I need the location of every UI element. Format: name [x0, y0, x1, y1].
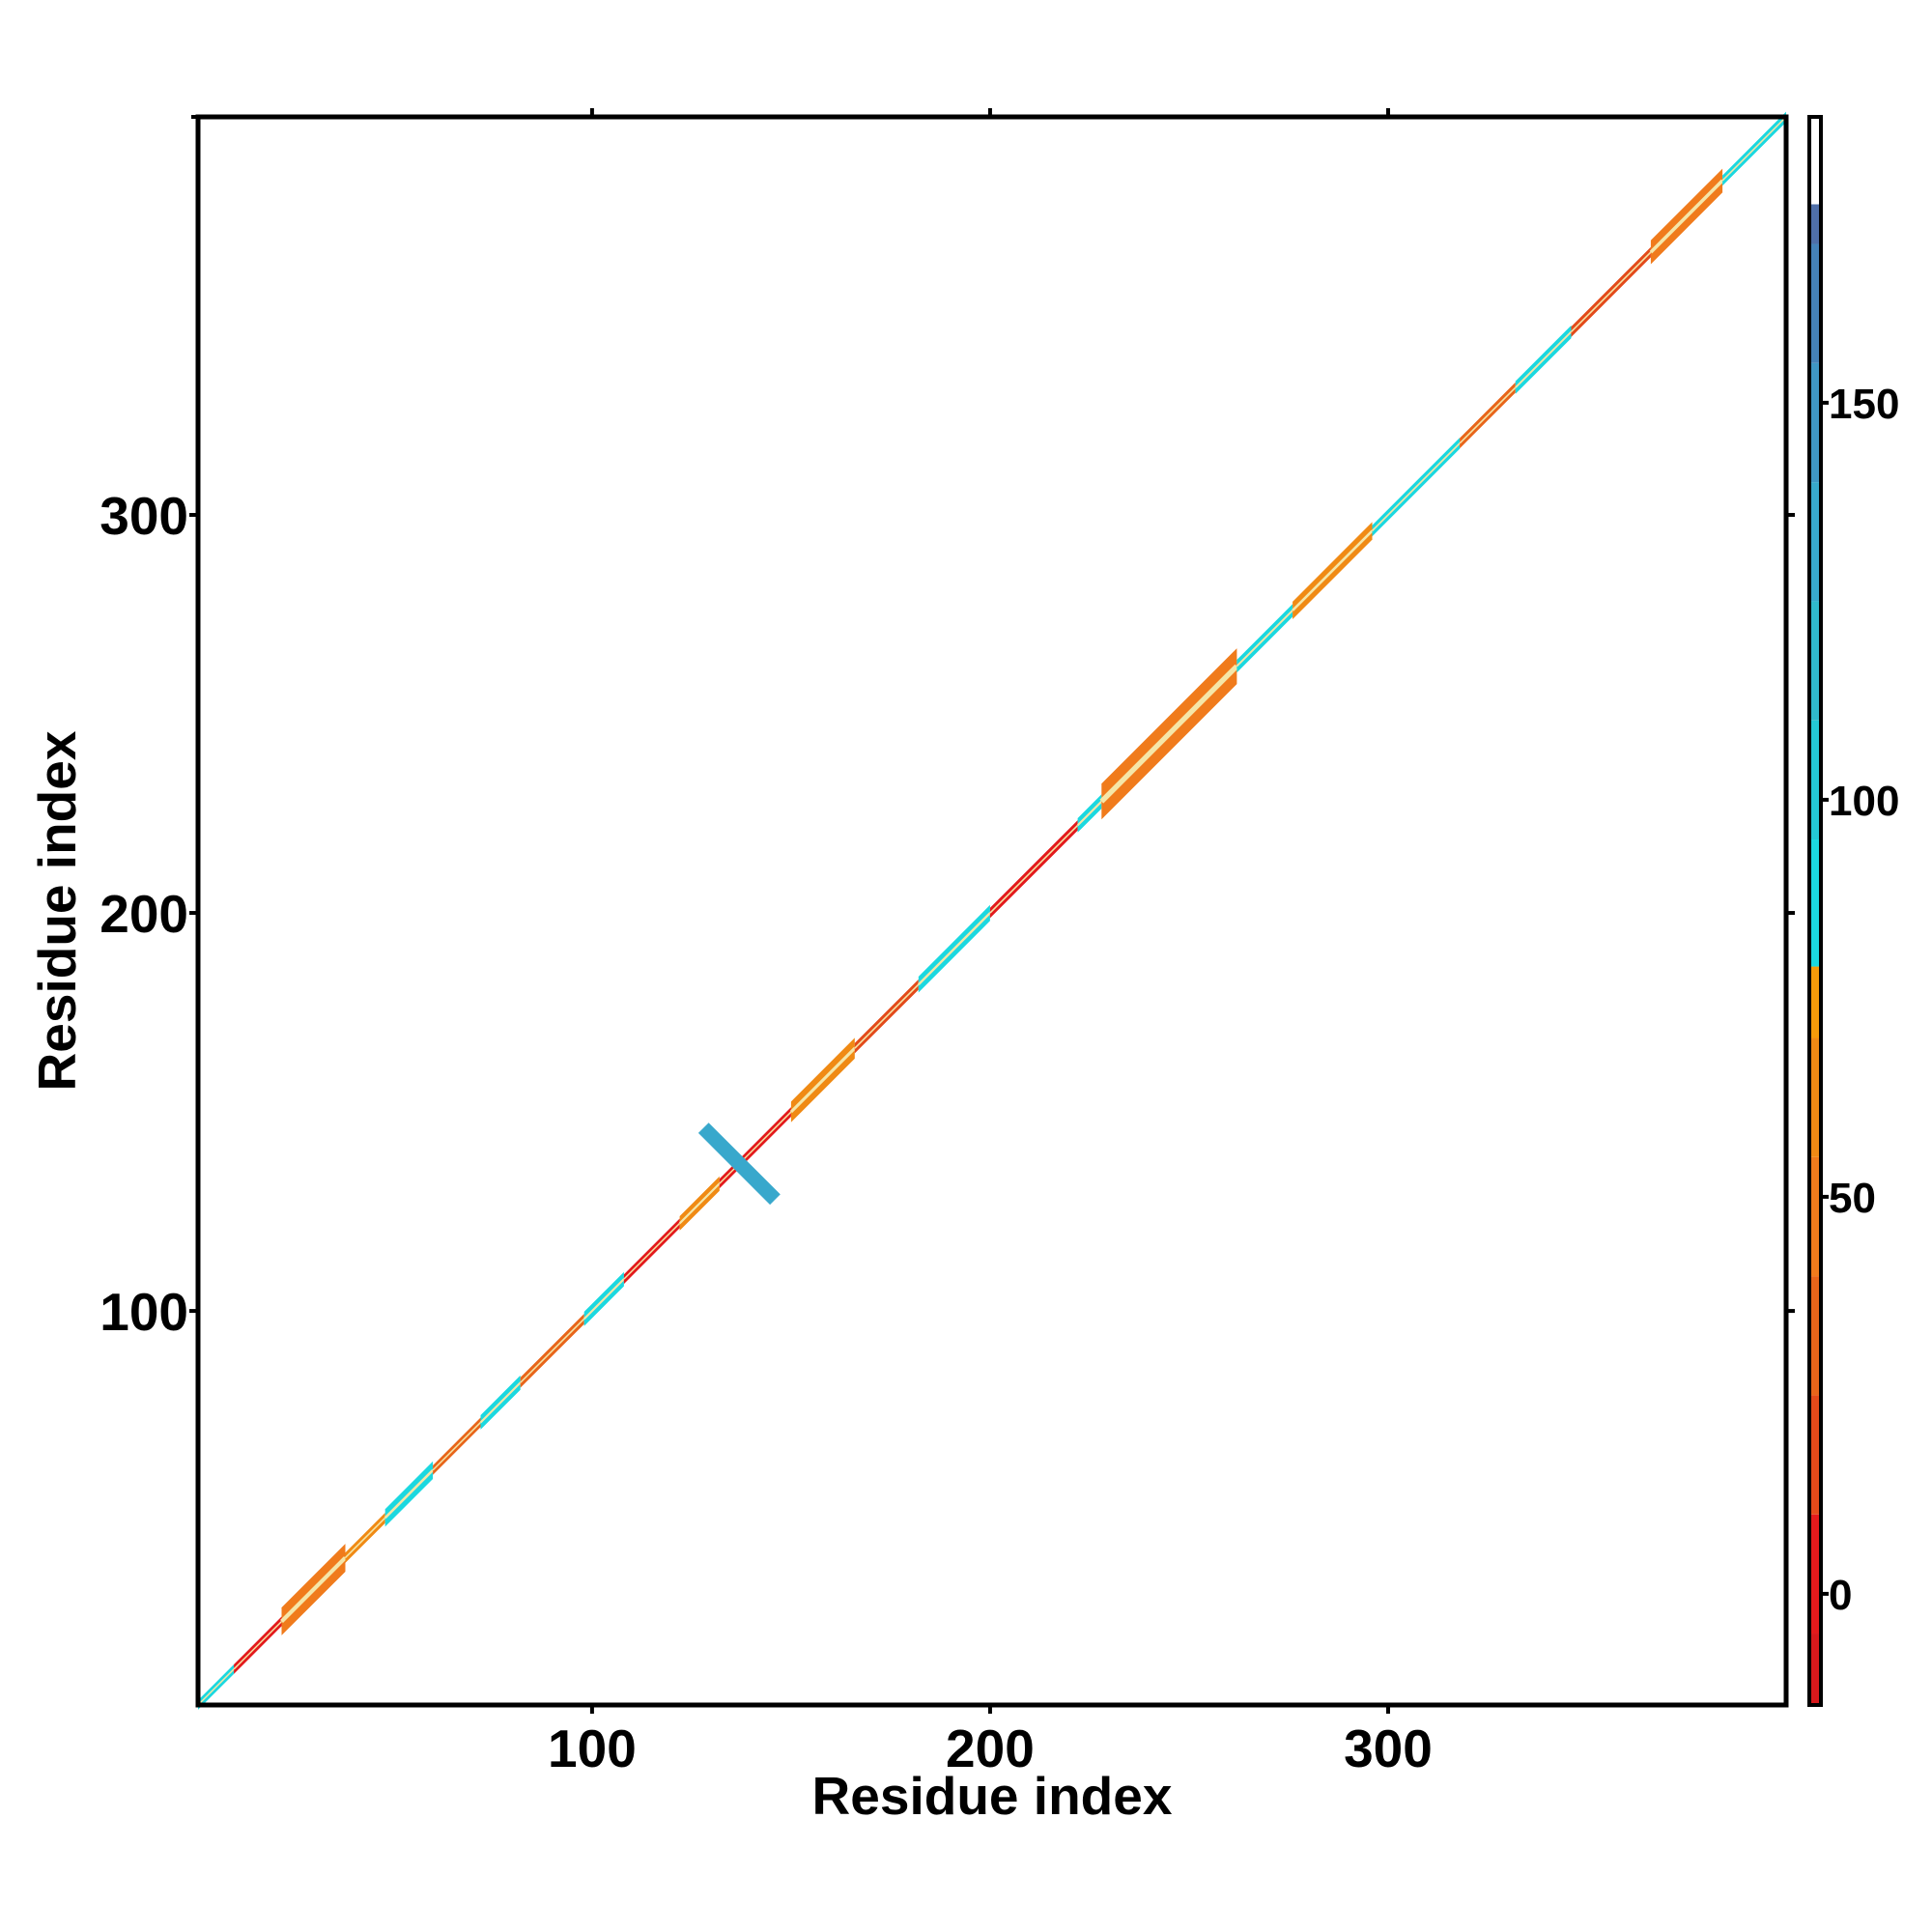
diagonal-core-15 — [989, 824, 1079, 914]
colorbar-frame — [1807, 115, 1823, 1707]
diagonal-core-17 — [1099, 664, 1239, 804]
colorbar-level-13 — [1809, 204, 1821, 244]
colorbar-level-1 — [1809, 1514, 1821, 1634]
colorbar-tick-label-1: 50 — [1829, 1175, 1876, 1222]
colorbar-level-12 — [1809, 243, 1821, 363]
diagonal-core-16 — [1076, 800, 1103, 827]
colorbar-level-11 — [1809, 362, 1821, 483]
diagonal-core-14 — [917, 912, 991, 986]
diagonal-core-24 — [1649, 179, 1724, 254]
colorbar-level-3 — [1809, 1276, 1821, 1396]
x-tick-label-0: 100 — [548, 1719, 637, 1778]
diagonal-core-19 — [1292, 529, 1374, 611]
diagonal-core-7 — [520, 1318, 585, 1383]
y-tick-label-1: 200 — [99, 884, 188, 944]
diagonal-core-5 — [432, 1421, 482, 1471]
diagonal-core-8 — [582, 1278, 625, 1321]
diagonal-core-22 — [1515, 330, 1573, 388]
diagonal-core-21 — [1459, 386, 1517, 444]
diagonal-core-4 — [384, 1468, 435, 1520]
y-tick-label-0: 100 — [99, 1282, 188, 1342]
colorbar-level-10 — [1809, 482, 1821, 602]
diagonal-core-10 — [678, 1182, 721, 1225]
diagonal-core-3 — [344, 1517, 386, 1559]
x-tick-label-2: 300 — [1344, 1719, 1433, 1778]
colorbar-level-14 — [1809, 117, 1821, 205]
colorbar-tick-label-2: 100 — [1829, 778, 1899, 825]
colorbar-tick-label-0: 0 — [1829, 1572, 1852, 1619]
colorbar-level-7 — [1809, 839, 1821, 967]
y-tick-label-2: 300 — [99, 486, 188, 546]
axes: 100 200 300 100 200 300 — [99, 108, 1795, 1778]
diagonal-core-6 — [479, 1381, 522, 1424]
diagonal-core-11 — [719, 1111, 792, 1184]
diagonal-core-20 — [1371, 442, 1461, 532]
colorbar-level-2 — [1809, 1395, 1821, 1515]
diagonal-core-2 — [280, 1556, 347, 1623]
diagonal-core-12 — [789, 1047, 856, 1114]
colorbar-level-5 — [1809, 1037, 1821, 1157]
colorbar-level-6 — [1809, 966, 1821, 1038]
diagonal-core-9 — [623, 1222, 681, 1280]
colorbar-level-9 — [1809, 601, 1821, 721]
anti-diagonal-feature-0 — [697, 1122, 781, 1206]
diagonal-core-23 — [1570, 251, 1652, 333]
diagonal-core-25 — [1721, 116, 1787, 182]
heatmap-cells — [197, 111, 1787, 1710]
colorbar-level-0 — [1809, 1634, 1821, 1705]
diagonal-core-18 — [1236, 610, 1293, 668]
plot-frame — [195, 114, 1789, 1708]
colorbar-tick-label-3: 150 — [1829, 381, 1899, 428]
colorbar: 0 50 100 150 — [1807, 115, 1899, 1707]
x-tick-label-1: 200 — [946, 1719, 1035, 1778]
diagonal-core-13 — [854, 983, 920, 1049]
x-axis-title: Residue index — [812, 1766, 1173, 1826]
colorbar-level-4 — [1809, 1156, 1821, 1277]
y-axis-title: Residue index — [27, 730, 87, 1091]
diagonal-core-0 — [197, 1668, 235, 1706]
colorbar-level-8 — [1809, 720, 1821, 840]
diagonal-core-1 — [233, 1620, 283, 1670]
